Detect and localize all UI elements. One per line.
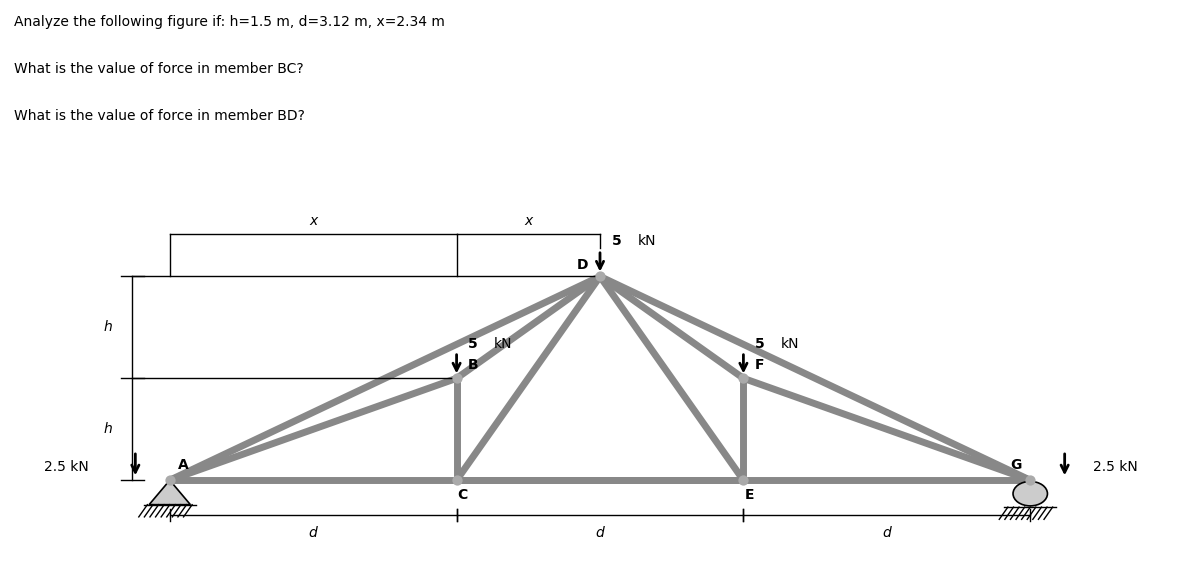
Text: G: G — [1010, 458, 1021, 472]
Text: Analyze the following figure if: h=1.5 m, d=3.12 m, x=2.34 m: Analyze the following figure if: h=1.5 m… — [14, 15, 445, 29]
Text: 2.5 kN: 2.5 kN — [43, 460, 89, 474]
Text: A: A — [179, 458, 190, 472]
Point — [446, 374, 466, 383]
Text: kN: kN — [637, 234, 655, 248]
Text: What is the value of force in member BD?: What is the value of force in member BD? — [14, 109, 305, 123]
Point — [160, 475, 179, 485]
Text: 5: 5 — [468, 337, 478, 351]
Text: x: x — [310, 214, 317, 228]
Text: d: d — [308, 526, 318, 540]
Text: E: E — [744, 488, 754, 502]
Text: d: d — [882, 526, 892, 540]
Text: d: d — [595, 526, 605, 540]
Text: 2.5 kN: 2.5 kN — [1093, 460, 1138, 474]
Text: D: D — [577, 258, 588, 272]
Text: B: B — [468, 358, 479, 372]
Text: x: x — [524, 214, 533, 228]
Point — [1021, 475, 1040, 485]
Text: 5: 5 — [755, 337, 764, 351]
Text: h: h — [103, 422, 113, 436]
Text: 5: 5 — [612, 234, 622, 248]
Point — [446, 475, 466, 485]
Text: kN: kN — [781, 337, 799, 351]
Text: What is the value of force in member BC?: What is the value of force in member BC? — [14, 62, 304, 76]
Text: F: F — [755, 358, 764, 372]
Text: kN: kN — [494, 337, 512, 351]
Polygon shape — [149, 480, 191, 505]
Text: h: h — [103, 321, 113, 335]
Text: C: C — [457, 488, 468, 502]
Point — [734, 374, 754, 383]
Circle shape — [1013, 481, 1048, 506]
Point — [590, 272, 610, 281]
Point — [734, 475, 754, 485]
